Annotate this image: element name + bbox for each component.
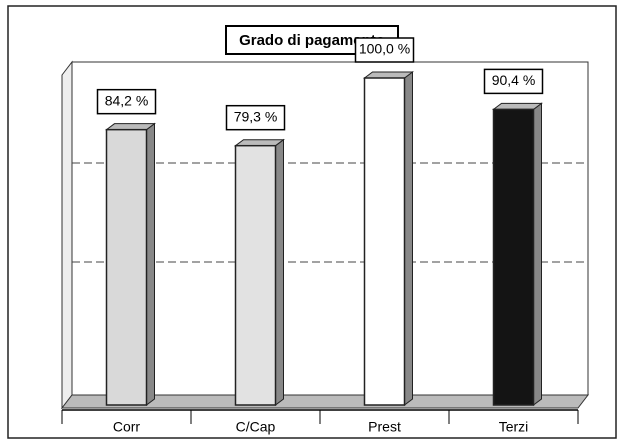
data-label-box	[225, 104, 286, 131]
data-label: 90,4 %	[492, 72, 536, 88]
bar-side	[146, 122, 155, 406]
data-label: 100,0 %	[359, 41, 410, 57]
bar-side	[533, 102, 542, 406]
data-label: 79,3 %	[234, 108, 278, 124]
bar-top	[105, 123, 156, 131]
data-label-box	[354, 37, 415, 63]
bar-top	[363, 71, 414, 79]
x-tick-label: Prest	[368, 419, 401, 435]
data-label-box	[96, 88, 157, 115]
x-tick-label: Corr	[113, 419, 141, 435]
data-label: 84,2 %	[105, 92, 149, 108]
bar-top	[234, 139, 285, 147]
side-wall	[61, 60, 73, 410]
bar-top	[492, 102, 543, 110]
bar-side	[404, 71, 413, 406]
chart-title: Grado di pagamento	[239, 32, 385, 49]
x-tick-label: C/Cap	[236, 419, 276, 435]
bar	[234, 144, 277, 406]
floor	[60, 394, 590, 409]
bar	[363, 77, 406, 406]
bar	[105, 128, 148, 406]
data-label-box	[483, 68, 544, 95]
bar-side	[275, 138, 284, 406]
bar	[492, 108, 535, 406]
x-tick-label: Terzi	[499, 419, 529, 435]
